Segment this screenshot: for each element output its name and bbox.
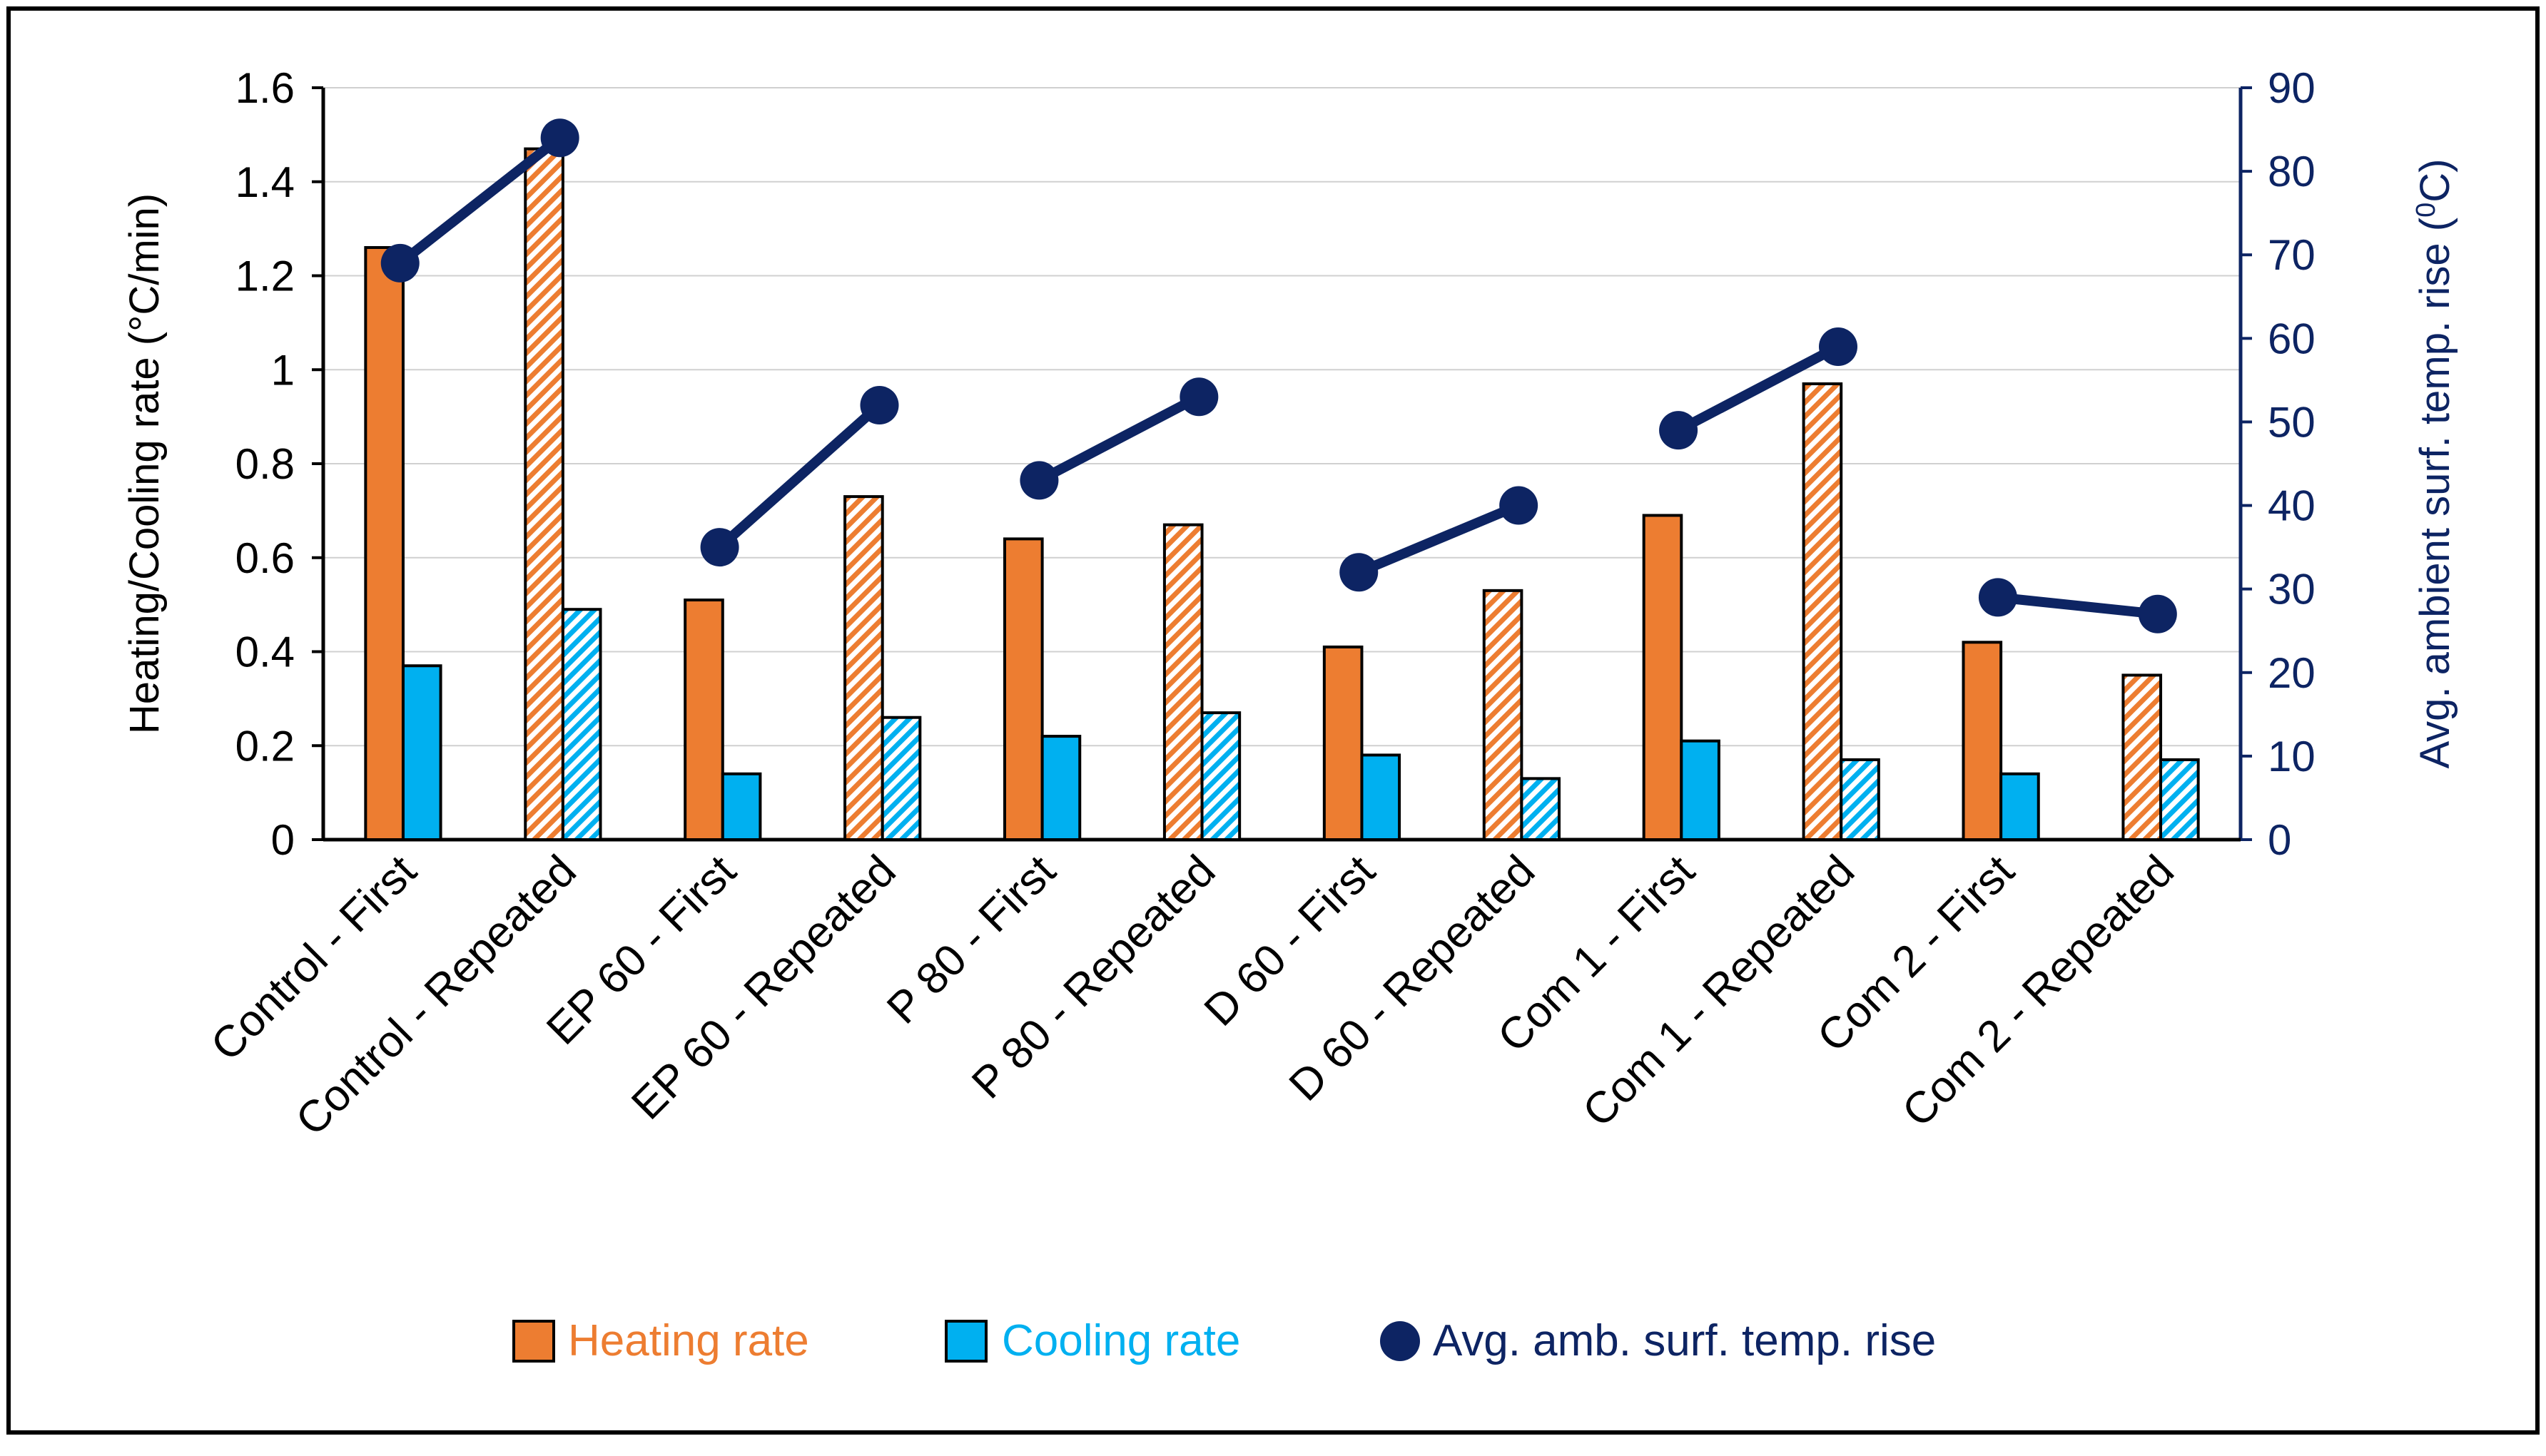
bars (364, 147, 2200, 842)
legend-cooling-swatch (945, 1320, 988, 1363)
right-tick-label: 70 (2268, 231, 2316, 279)
heating-rate-bar (364, 245, 405, 842)
temp-rise-point (380, 243, 420, 282)
right-tick-label: 90 (2268, 64, 2316, 112)
left-tick-label: 0 (271, 816, 295, 864)
right-axis-title-main: Avg. ambient surf. temp. rise ( (2412, 218, 2458, 769)
cooling-rate-bar (2159, 758, 2200, 841)
temp-rise-point (1978, 578, 2017, 617)
cooling-rate-bar (1200, 711, 1242, 842)
heating-rate-bar (524, 147, 564, 841)
right-tick-label: 80 (2268, 148, 2316, 195)
left-tick-label: 0.4 (235, 628, 295, 676)
temp-rise-point (1180, 377, 1219, 417)
legend-temp-label: Avg. amb. surf. temp. rise (1433, 1316, 1936, 1365)
heating-rate-bar (684, 599, 724, 841)
right-axis-title: Avg. ambient surf. temp. rise (0C) (2411, 159, 2458, 769)
temp-rise-point (1339, 553, 1379, 592)
temp-rise-segment (1354, 500, 1524, 578)
heating-rate-bar (843, 495, 884, 841)
right-tick-label: 10 (2268, 733, 2316, 780)
legend-heating-swatch (512, 1320, 555, 1363)
temp-rise-point (1020, 461, 1059, 500)
left-tick-label: 0.8 (235, 440, 295, 488)
temp-rise-point (700, 528, 739, 567)
left-tick-label: 0.2 (235, 722, 295, 770)
right-tick-label: 40 (2268, 482, 2316, 530)
temp-rise-segment (395, 133, 565, 268)
left-tick-label: 1.4 (235, 158, 295, 206)
temp-rise-segment (1034, 392, 1204, 486)
cooling-rate-bar (1840, 758, 1880, 841)
right-axis-title-end: C) (2412, 159, 2458, 203)
heating-rate-bar (1642, 514, 1683, 842)
temp-rise-point (1659, 411, 1698, 450)
left-tick-label: 1 (271, 346, 295, 394)
cooling-rate-bar (881, 716, 922, 841)
heating-rate-bar (1003, 537, 1044, 842)
left-tick-label: 0.6 (235, 534, 295, 582)
legend-temp-marker (1380, 1321, 1420, 1361)
left-tick-label: 1.6 (235, 64, 295, 112)
heating-rate-bar (2121, 673, 2163, 841)
cooling-rate-bar (401, 664, 442, 842)
right-tick-label: 60 (2268, 315, 2316, 362)
temp-rise-point (860, 386, 899, 425)
left-axis-title: Heating/Cooling rate (°C/min) (121, 193, 168, 734)
cooling-rate-bar (1520, 777, 1561, 842)
temperature-line (380, 118, 2177, 633)
heating-rate-bar (1322, 645, 1364, 841)
right-tick-label: 20 (2268, 649, 2316, 697)
cooling-rate-bar (561, 608, 602, 842)
right-tick-label: 50 (2268, 398, 2316, 446)
heating-rate-bar (1802, 382, 1843, 841)
cooling-rate-bar (721, 772, 762, 842)
heating-rate-bar (1162, 523, 1204, 841)
temp-rise-segment (1992, 592, 2163, 619)
cooling-rate-bar (1999, 772, 2040, 842)
temp-rise-point (540, 118, 579, 158)
left-tick-label: 1.2 (235, 253, 295, 300)
heating-rate-bar (1962, 641, 2003, 841)
right-axis-title-sup: 0 (2411, 203, 2441, 218)
right-tick-label: 30 (2268, 566, 2316, 614)
legend-heating-label: Heating rate (568, 1316, 809, 1365)
cooling-rate-bar (1040, 735, 1082, 841)
cooling-rate-bar (1680, 739, 1720, 841)
legend: Heating rate Cooling rate Avg. amb. surf… (512, 1316, 1936, 1365)
temp-rise-segment (1673, 342, 1843, 436)
temp-rise-point (1499, 486, 1538, 525)
gridlines (323, 87, 2241, 747)
right-tick-label: 0 (2268, 816, 2291, 864)
cooling-rate-bar (1360, 753, 1401, 842)
temp-rise-point (2138, 594, 2177, 633)
temp-rise-segment (714, 400, 885, 553)
axis-ticks: 0 0.2 0.4 0.6 0.8 1 1.2 1.4 1.6 0 10 20 30 40 50 60 70 80… (235, 64, 2316, 864)
legend-cooling-label: Cooling rate (1002, 1316, 1240, 1365)
temp-rise-point (1818, 327, 1857, 367)
heating-rate-bar (1482, 589, 1523, 841)
